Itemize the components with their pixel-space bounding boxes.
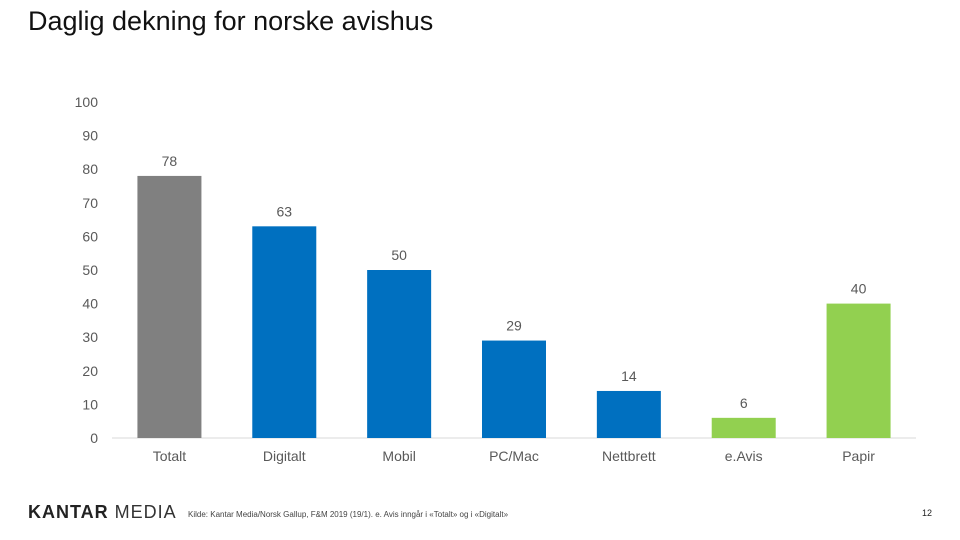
logo-media: MEDIA [114, 502, 177, 522]
y-tick-label: 100 [75, 94, 99, 110]
y-tick-label: 10 [82, 396, 98, 412]
y-tick-label: 80 [82, 161, 98, 177]
logo-kantar: KANTAR [28, 502, 115, 522]
y-tick-label: 60 [82, 228, 98, 244]
data-label: 63 [276, 203, 292, 219]
source-note: Kilde: Kantar Media/Norsk Gallup, F&M 20… [188, 510, 509, 519]
y-tick-label: 40 [82, 296, 98, 312]
y-tick-label: 50 [82, 262, 98, 278]
chart-title: Daglig dekning for norske avishus [28, 6, 434, 36]
x-tick-label: Mobil [382, 448, 415, 464]
data-label: 50 [391, 247, 407, 263]
bar [137, 175, 202, 439]
x-tick-label: Digitalt [263, 448, 306, 464]
data-label: 6 [740, 395, 748, 411]
y-tick-label: 20 [82, 363, 98, 379]
bar [252, 226, 317, 438]
footer: KANTAR MEDIA Kilde: Kantar Media/Norsk G… [0, 496, 960, 536]
bar-chart: 0 10 20 30 40 50 60 70 80 90 100 78 Totalt 63 Digitalt… [75, 94, 916, 464]
x-tick-label: PC/Mac [489, 448, 539, 464]
bar [711, 417, 776, 438]
y-tick-label: 30 [82, 329, 98, 345]
bar [367, 270, 432, 438]
x-tick-label: Nettbrett [602, 448, 656, 464]
x-tick-label: Papir [842, 448, 875, 464]
bar [826, 303, 891, 438]
y-tick-label: 0 [90, 430, 98, 446]
data-label: 40 [851, 281, 867, 297]
x-tick-label: e.Avis [725, 448, 763, 464]
data-label: 78 [162, 153, 178, 169]
y-tick-label: 70 [82, 195, 98, 211]
bar [482, 340, 546, 438]
page-number: 12 [921, 508, 932, 518]
y-tick-label: 90 [82, 128, 98, 144]
data-label: 29 [506, 318, 522, 334]
data-label: 14 [621, 368, 637, 384]
x-tick-label: Totalt [153, 448, 187, 464]
bar [596, 390, 661, 438]
kantar-media-logo: KANTAR MEDIA [28, 502, 177, 523]
